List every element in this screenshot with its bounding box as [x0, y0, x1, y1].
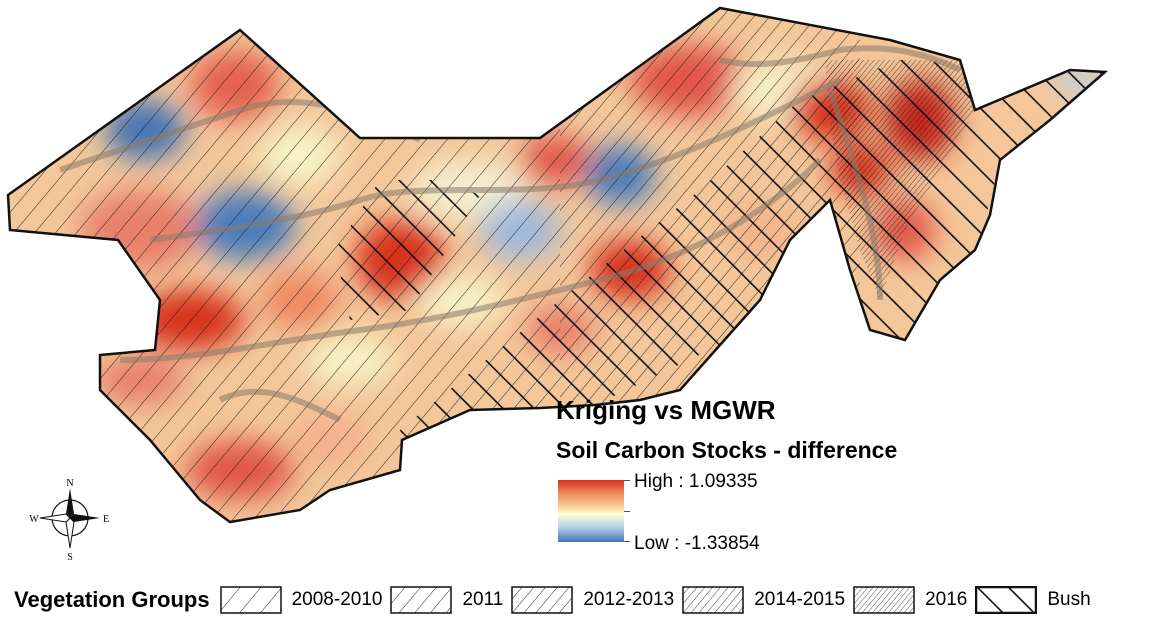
hatch-close-swatch [511, 586, 574, 614]
legend-label: 2011 [462, 589, 504, 610]
ramp-high-label: High : 1.09335 [634, 471, 758, 492]
vegetation-legend-title: Vegetation Groups [14, 587, 210, 612]
legend-label: 2014-2015 [754, 589, 846, 610]
south-label: S [67, 552, 73, 563]
east-needle-icon [70, 514, 100, 522]
legend-item-2014-2015: 2014-2015 [682, 586, 845, 614]
legend-label: 2008-2010 [291, 589, 383, 610]
east-label: E [103, 514, 109, 525]
legend-item-2012-2013: 2012-2013 [511, 586, 674, 614]
map-subtitle: Soil Carbon Stocks - difference [556, 437, 898, 463]
ramp-low-label: Low : -1.33854 [634, 533, 760, 554]
hatch-dense-swatch [682, 586, 744, 614]
west-needle-icon [39, 513, 71, 523]
hatch-bold-swatch [975, 586, 1038, 614]
trail-network [59, 45, 962, 423]
legend-item-2016: 2016 [853, 586, 967, 614]
west-label: W [29, 514, 39, 525]
ramp-tick-low [624, 541, 630, 542]
legend-label: 2012-2013 [583, 589, 675, 610]
legend-label: Bush [1047, 589, 1091, 610]
north-label: N [66, 478, 73, 489]
ramp-tick-mid [624, 511, 630, 512]
legend-label: 2016 [925, 589, 968, 610]
hatch-very-dense-swatch [853, 586, 915, 614]
north-needle-icon [66, 488, 74, 518]
south-needle-icon [65, 517, 75, 549]
map-title: Kriging vs MGWR [556, 395, 776, 425]
hatch-medium-swatch [390, 586, 453, 614]
site-boundary [6, 6, 1109, 524]
hatch-wide-swatch [219, 586, 282, 614]
ramp-tick-high [624, 480, 630, 481]
legend-item-bush: Bush [975, 586, 1091, 614]
vegetation-legend: Vegetation Groups 2008-2010 2011 2012-20… [14, 582, 1099, 618]
legend-item-2008-2010: 2008-2010 [219, 586, 383, 614]
color-ramp [558, 480, 624, 542]
north-arrow: N S E W [29, 478, 109, 563]
legend-item-2011: 2011 [390, 586, 503, 614]
